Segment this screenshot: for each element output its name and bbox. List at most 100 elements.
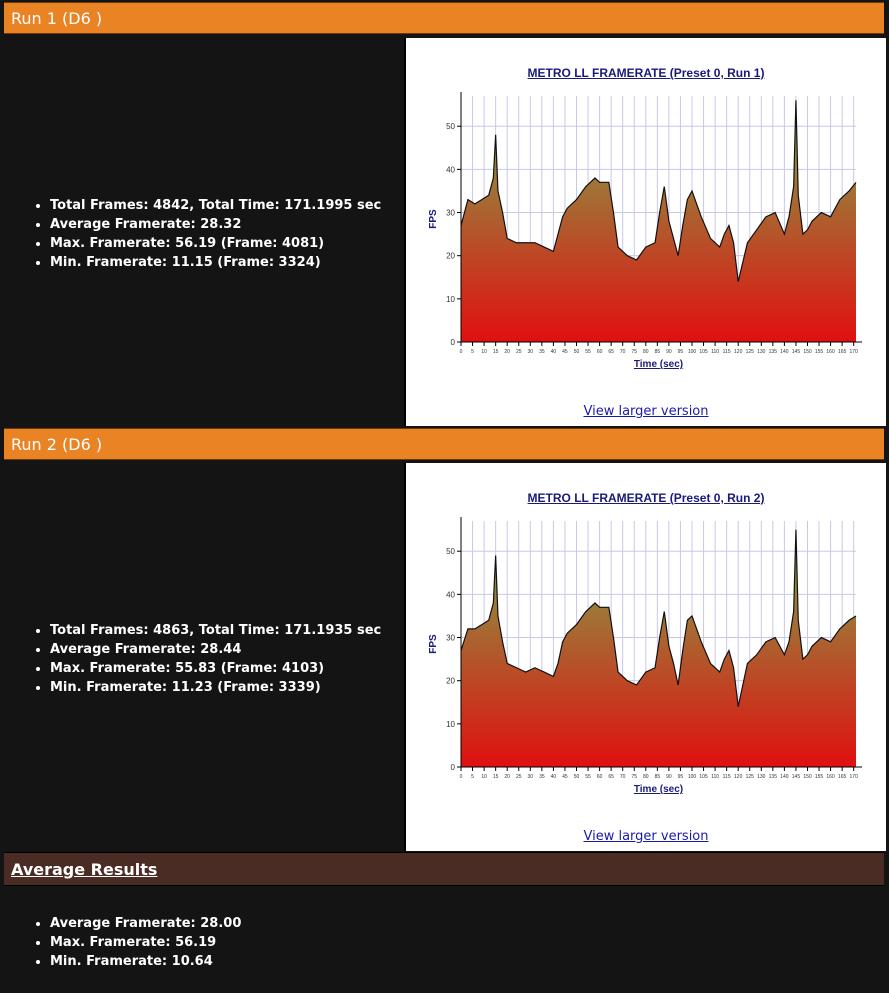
- series-line: [460, 529, 857, 707]
- x-tick-label: 50: [574, 349, 580, 355]
- x-tick-label: 90: [666, 774, 672, 780]
- x-tick-label: 150: [803, 774, 812, 780]
- x-tick-label: 135: [769, 774, 778, 780]
- x-tick-label: 5: [471, 349, 474, 355]
- x-tick-label: 20: [504, 774, 510, 780]
- x-tick-label: 100: [688, 349, 697, 355]
- average-stat-max: Max. Framerate: 56.19: [50, 933, 402, 952]
- x-tick-label: 10: [481, 774, 487, 780]
- run-2-body: Total Frames: 4863, Total Time: 171.1935…: [4, 461, 886, 851]
- run-2-view-larger-link[interactable]: View larger version: [583, 829, 709, 844]
- run-2-header: Run 2 (D6 ): [4, 428, 884, 460]
- x-tick-label: 50: [574, 774, 580, 780]
- x-tick-label: 40: [551, 349, 557, 355]
- run-1-chart-title[interactable]: METRO LL FRAMERATE (Preset 0, Run 1): [527, 66, 765, 80]
- x-tick-label: 90: [666, 349, 672, 355]
- x-tick-label: 115: [723, 349, 731, 355]
- x-tick-label: 170: [850, 774, 859, 780]
- x-tick-label: 95: [678, 349, 684, 355]
- run-1-header-label: Run 1 (D6 ): [11, 9, 103, 28]
- run-1-stat-average: Average Framerate: 28.32: [50, 215, 402, 234]
- run-1-body: Total Frames: 4842, Total Time: 171.1995…: [4, 36, 886, 426]
- run-1-view-larger-link[interactable]: View larger version: [583, 404, 709, 419]
- x-tick-label: 5: [471, 774, 474, 780]
- x-tick-label: 155: [815, 349, 824, 355]
- y-axis-label: FPS: [428, 634, 439, 654]
- x-tick-label: 30: [528, 774, 534, 780]
- x-tick-label: 165: [838, 349, 847, 355]
- x-tick-label: 120: [734, 774, 743, 780]
- run-1-stat-min: Min. Framerate: 11.15 (Frame: 3324): [50, 253, 402, 272]
- run-1-header: Run 1 (D6 ): [4, 2, 884, 34]
- y-tick-label: 10: [446, 295, 455, 304]
- x-tick-label: 75: [631, 349, 637, 355]
- run-2-stat-min: Min. Framerate: 11.23 (Frame: 3339): [50, 678, 402, 697]
- x-tick-label: 85: [655, 349, 661, 355]
- x-tick-label: 135: [769, 349, 778, 355]
- y-tick-label: 20: [446, 252, 455, 261]
- x-tick-label: 105: [699, 349, 708, 355]
- run-1-chart-panel: METRO LL FRAMERATE (Preset 0, Run 1) 0 10…: [404, 38, 886, 426]
- x-tick-label: 40: [551, 774, 557, 780]
- x-axis-label: Time (sec): [634, 784, 683, 795]
- average-stat-framerate: Average Framerate: 28.00: [50, 914, 402, 933]
- average-results-title: Average Results: [11, 860, 158, 879]
- average-stats: Average Framerate: 28.00 Max. Framerate:…: [4, 914, 402, 971]
- x-tick-label: 125: [746, 774, 755, 780]
- x-tick-label: 115: [723, 774, 731, 780]
- x-tick-label: 20: [504, 349, 510, 355]
- x-tick-label: 145: [792, 774, 801, 780]
- x-tick-label: 160: [826, 774, 835, 780]
- y-axis-label: FPS: [428, 209, 439, 229]
- x-tick-label: 65: [608, 774, 614, 780]
- x-tick-label: 55: [585, 349, 591, 355]
- run-1-stat-total: Total Frames: 4842, Total Time: 171.1995…: [50, 196, 402, 215]
- x-tick-label: 145: [792, 349, 801, 355]
- x-tick-label: 25: [516, 774, 522, 780]
- x-tick-label: 75: [631, 774, 637, 780]
- x-tick-label: 60: [597, 349, 603, 355]
- run-2-chart-title[interactable]: METRO LL FRAMERATE (Preset 0, Run 2): [527, 491, 765, 505]
- average-results-body: Average Framerate: 28.00 Max. Framerate:…: [4, 886, 884, 990]
- x-tick-label: 55: [585, 774, 591, 780]
- x-tick-label: 85: [655, 774, 661, 780]
- y-tick-label: 50: [446, 122, 455, 131]
- x-axis-label: Time (sec): [634, 359, 683, 370]
- y-tick-label: 30: [446, 209, 455, 218]
- average-stat-min: Min. Framerate: 10.64: [50, 952, 402, 971]
- y-tick-label: 0: [451, 763, 456, 772]
- run-2-stat-max: Max. Framerate: 55.83 (Frame: 4103): [50, 659, 402, 678]
- x-tick-label: 70: [620, 349, 626, 355]
- y-tick-label: 50: [446, 547, 455, 556]
- x-tick-label: 0: [460, 774, 463, 780]
- x-tick-label: 80: [643, 349, 649, 355]
- x-tick-label: 170: [850, 349, 859, 355]
- y-tick-label: 40: [446, 590, 455, 599]
- x-tick-label: 60: [597, 774, 603, 780]
- x-tick-label: 140: [780, 774, 789, 780]
- x-tick-label: 15: [493, 774, 499, 780]
- x-tick-label: 130: [757, 774, 766, 780]
- run-1-chart: 0 10 20 30 40 50 0 5 10 15 20 25 30 35 40 45 50 55 60 65 70 7…: [428, 92, 862, 370]
- x-tick-label: 160: [826, 349, 835, 355]
- x-tick-label: 80: [643, 774, 649, 780]
- x-tick-label: 10: [481, 349, 487, 355]
- x-tick-label: 35: [539, 349, 545, 355]
- run-1-stats: Total Frames: 4842, Total Time: 171.1995…: [4, 196, 402, 272]
- run-2-stat-average: Average Framerate: 28.44: [50, 640, 402, 659]
- series-line: [460, 100, 857, 282]
- x-tick-label: 30: [528, 349, 534, 355]
- x-tick-label: 125: [746, 349, 755, 355]
- run-2-stats: Total Frames: 4863, Total Time: 171.1935…: [4, 621, 402, 697]
- x-tick-label: 155: [815, 774, 824, 780]
- x-tick-label: 150: [803, 349, 812, 355]
- x-tick-label: 165: [838, 774, 847, 780]
- x-tick-label: 65: [608, 349, 614, 355]
- x-tick-label: 100: [688, 774, 697, 780]
- average-results-header: Average Results: [4, 852, 884, 886]
- x-tick-label: 105: [699, 774, 708, 780]
- run-2-chart: 0 10 20 30 40 50 0 5 10 15 20 25 30 35 40 45 50 55 60 65 70 7…: [428, 517, 862, 795]
- y-tick-label: 0: [451, 338, 456, 347]
- y-tick-label: 40: [446, 165, 455, 174]
- x-tick-label: 0: [460, 349, 463, 355]
